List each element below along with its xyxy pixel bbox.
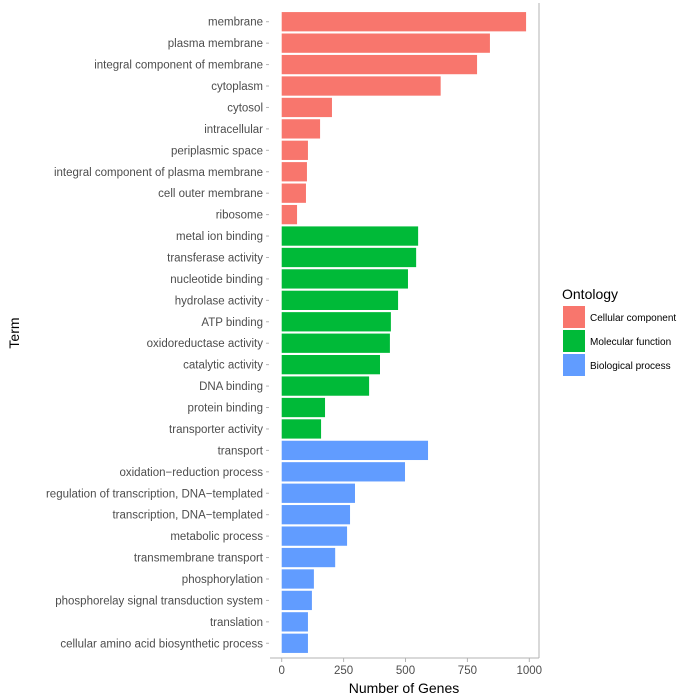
bar	[281, 54, 478, 75]
bar	[281, 140, 308, 160]
x-tick-label: 0	[278, 665, 284, 677]
y-tick-label: integral component of plasma membrane	[54, 167, 263, 179]
bar	[281, 76, 441, 96]
bar	[281, 397, 326, 418]
bar	[281, 12, 527, 32]
legend-label: Molecular function	[590, 337, 671, 348]
bar	[281, 547, 336, 568]
bar	[281, 419, 322, 439]
bar	[281, 312, 391, 332]
x-axis-title: Number of Genes	[349, 680, 460, 696]
y-tick-label: protein binding	[188, 403, 263, 415]
bar	[281, 119, 321, 139]
bar	[281, 633, 308, 653]
bar	[281, 97, 332, 118]
bar	[281, 333, 390, 353]
y-tick-label: phosphorelay signal transduction system	[55, 595, 263, 607]
legend-swatch	[563, 354, 585, 376]
y-tick-label: metabolic process	[170, 531, 263, 543]
y-tick-label: cytosol	[227, 102, 263, 114]
bar	[281, 183, 306, 203]
x-axis-ticks: 0 250 500 750 1000	[278, 658, 542, 677]
y-tick-label: oxidoreductase activity	[147, 338, 264, 350]
y-tick-label: plasma membrane	[168, 38, 263, 50]
bar	[281, 440, 429, 461]
legend-swatch	[563, 306, 585, 328]
y-tick-label: transferase activity	[167, 252, 263, 264]
x-tick-label: 250	[334, 665, 353, 677]
legend-entries: Cellular component Molecular function Biol…	[563, 306, 676, 376]
y-tick-label: integral component of membrane	[94, 60, 263, 72]
y-tick-label: transmembrane transport	[134, 553, 264, 565]
y-tick-label: transport	[218, 445, 264, 457]
bar	[281, 247, 417, 268]
y-tick-label: regulation of transcription, DNA−templat…	[46, 488, 263, 500]
y-tick-label: membrane	[208, 17, 263, 29]
y-tick-label: cell outer membrane	[158, 188, 263, 200]
bar	[281, 483, 355, 503]
bar	[281, 355, 380, 375]
legend: Ontology Cellular component Molecular fun…	[562, 286, 676, 376]
y-tick-label: transporter activity	[169, 424, 263, 436]
bar	[281, 505, 351, 525]
y-tick-label: nucleotide binding	[170, 274, 263, 286]
y-tick-label: transcription, DNA−templated	[112, 510, 263, 522]
x-tick-label: 750	[458, 665, 477, 677]
bar	[281, 376, 370, 396]
x-tick-label: 1000	[517, 665, 543, 677]
y-axis-title: Term	[6, 317, 22, 348]
legend-label: Biological process	[590, 361, 671, 372]
bar	[281, 162, 307, 182]
bar	[281, 462, 406, 482]
y-tick-label: catalytic activity	[183, 360, 263, 372]
y-tick-label: intracellular	[204, 124, 263, 136]
axes	[270, 3, 540, 659]
bar	[281, 290, 399, 310]
bar	[281, 590, 312, 611]
legend-title: Ontology	[562, 286, 618, 302]
y-tick-label: phosphorylation	[182, 574, 263, 586]
y-axis-labels: membrane plasma membrane integral componen…	[46, 17, 269, 650]
y-tick-label: ATP binding	[201, 317, 263, 329]
y-tick-label: translation	[210, 617, 263, 629]
y-tick-label: DNA binding	[199, 381, 263, 393]
bar	[281, 612, 308, 632]
bar	[281, 226, 419, 246]
legend-swatch	[563, 330, 585, 352]
y-tick-label: periplasmic space	[171, 145, 263, 157]
y-tick-label: ribosome	[216, 210, 263, 222]
y-tick-label: hydrolase activity	[175, 295, 263, 307]
x-tick-label: 500	[396, 665, 415, 677]
y-tick-label: metal ion binding	[176, 231, 263, 243]
bar	[281, 33, 490, 53]
bar	[281, 269, 408, 289]
y-tick-label: cytoplasm	[211, 81, 263, 93]
bars-layer	[281, 12, 527, 653]
bar	[281, 204, 298, 225]
y-tick-label: oxidation−reduction process	[119, 467, 263, 479]
y-tick-label: cellular amino acid biosynthetic process	[60, 638, 263, 650]
bar	[281, 526, 348, 546]
bar	[281, 569, 314, 589]
legend-label: Cellular component	[590, 313, 676, 324]
